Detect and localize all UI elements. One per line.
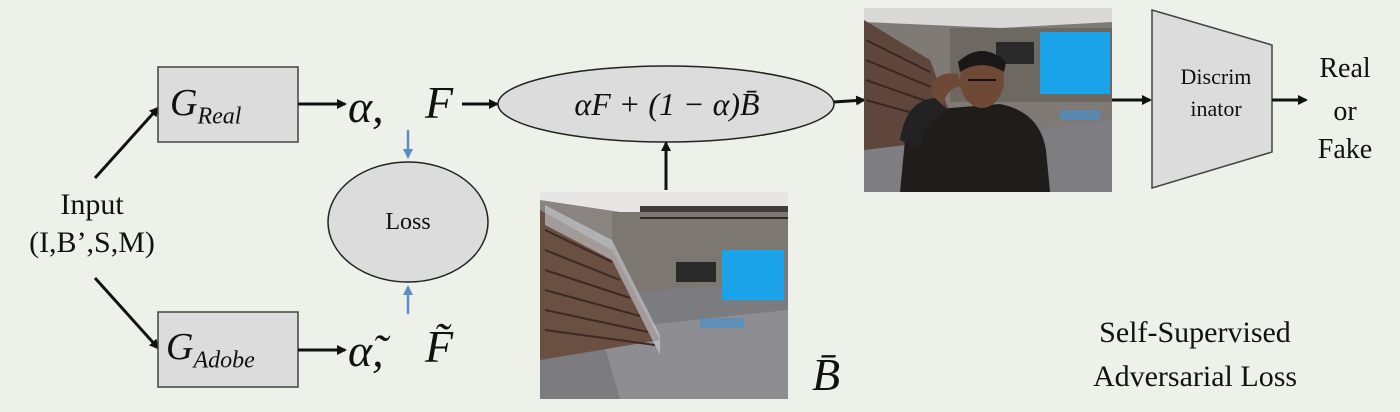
real-alpha-label: α, (348, 81, 384, 132)
discriminator-line2: inator (1190, 96, 1242, 121)
output-line3: Fake (1317, 134, 1373, 165)
adobe-foreground-label: F̃ (425, 321, 454, 372)
g-adobe-symbol: G (166, 326, 194, 368)
g-real-symbol: G (170, 82, 198, 124)
caption-line2: Adversarial Loss (1092, 360, 1298, 393)
arrow-input-to-greal (93, 106, 160, 180)
g-adobe-box (157, 311, 299, 388)
arrow-input-to-gadobe (93, 276, 160, 350)
discriminator-shape (1151, 9, 1273, 190)
loss-label: Loss (385, 209, 431, 235)
composited-person-image (864, 8, 1112, 192)
output-line2: or (1333, 96, 1357, 127)
input-args: (I,B’,S,M) (29, 226, 155, 259)
adobe-alpha-label: α̃, (348, 325, 384, 376)
background-label: B̄ (812, 349, 841, 400)
input-title: Input (60, 188, 124, 221)
real-foreground-label: F (425, 77, 454, 128)
composite-formula: αF + (1 − α)B̄ (574, 86, 760, 122)
g-real-label: GReal (170, 84, 241, 129)
arrow-composite-to-image (833, 95, 866, 106)
caption-line1: Self-Supervised (1099, 316, 1291, 349)
background-hall-image (540, 192, 788, 399)
g-adobe-subscript: Adobe (193, 347, 255, 374)
discriminator-line1: Discrim (1180, 64, 1252, 89)
loss-ellipse (327, 161, 489, 283)
output-line1: Real (1319, 53, 1371, 84)
g-real-box (157, 66, 299, 143)
g-real-subscript: Real (197, 103, 242, 130)
g-adobe-label: GAdobe (166, 328, 255, 373)
